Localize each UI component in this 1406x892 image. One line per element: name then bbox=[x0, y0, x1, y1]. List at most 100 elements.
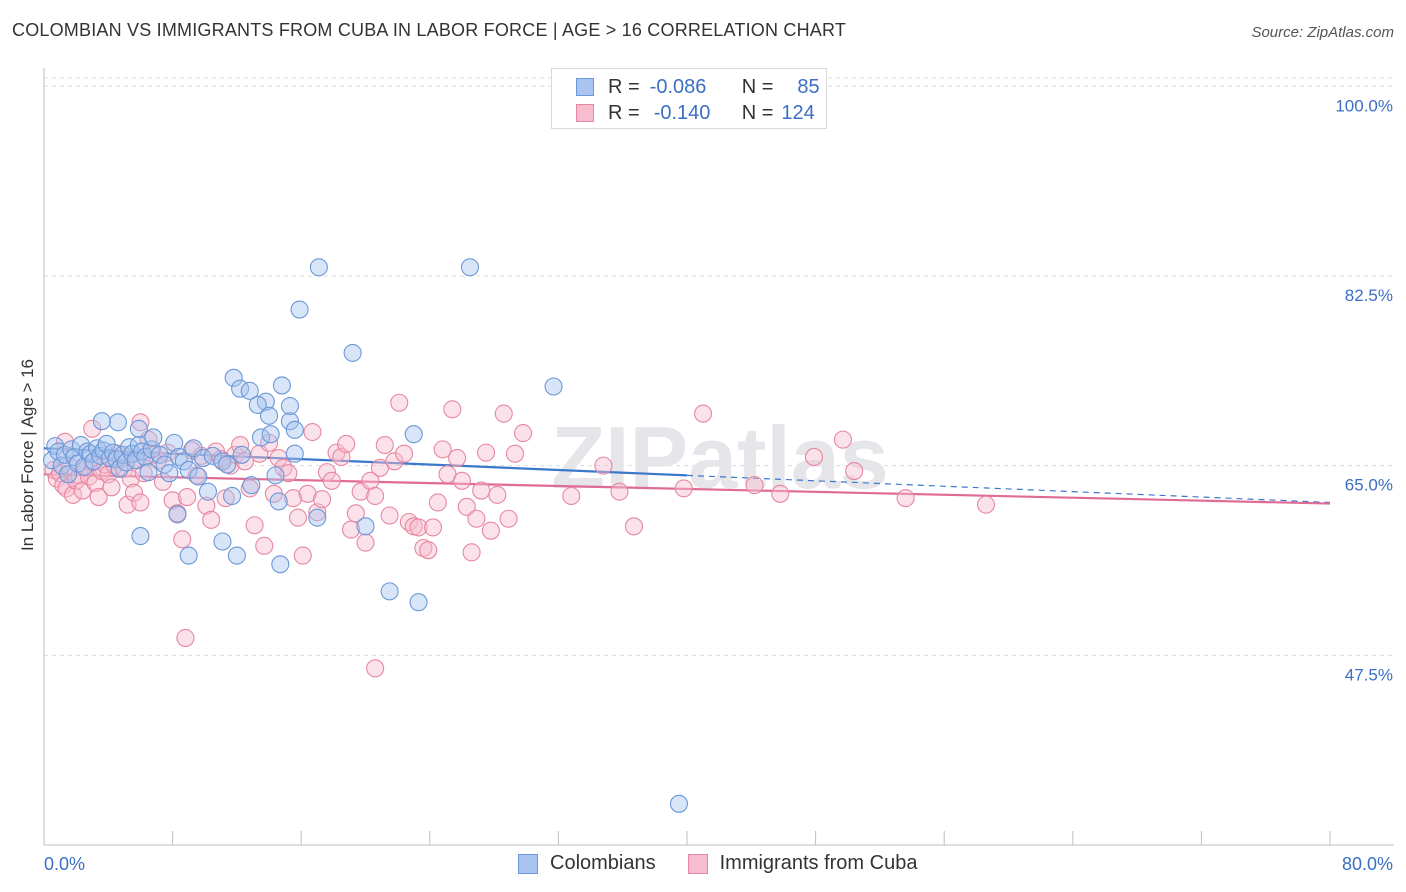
data-point-cuba bbox=[462, 543, 481, 562]
data-point-cuba bbox=[83, 419, 102, 438]
x-tick-label: 0.0% bbox=[44, 854, 85, 874]
data-point-colombian bbox=[240, 381, 259, 400]
data-point-cuba bbox=[428, 493, 447, 512]
legend-row-colombians: R = -0.086 N = 85 bbox=[576, 75, 820, 99]
data-point-cuba bbox=[240, 479, 259, 498]
data-point-cuba bbox=[594, 456, 613, 475]
legend-row-cuba: R = -0.140 N = 124 bbox=[576, 101, 815, 125]
data-point-cuba bbox=[390, 393, 409, 412]
tick-labels: 47.5% 65.0% 82.5% 100.0% 0.0% 80.0% bbox=[44, 96, 1393, 874]
data-point-colombian bbox=[203, 446, 222, 465]
legend-r-value: -0.086 bbox=[649, 75, 707, 98]
legend-n-label: N = bbox=[741, 101, 774, 124]
data-point-colombian bbox=[242, 476, 261, 495]
data-point-colombian bbox=[224, 368, 243, 387]
data-point-colombian bbox=[343, 343, 362, 362]
data-point-cuba bbox=[102, 478, 121, 497]
data-point-colombian bbox=[356, 517, 375, 536]
data-point-colombian bbox=[110, 459, 129, 478]
data-point-cuba bbox=[366, 659, 385, 678]
legend-r-value: -0.140 bbox=[653, 101, 711, 124]
data-point-cuba bbox=[173, 530, 192, 549]
data-point-cuba bbox=[356, 533, 375, 552]
y-tick-label: 47.5% bbox=[1345, 665, 1393, 684]
legend-n-value: 124 bbox=[781, 101, 815, 124]
data-point-colombian bbox=[460, 258, 480, 277]
data-point-colombian bbox=[232, 445, 251, 464]
data-point-cuba bbox=[488, 485, 507, 504]
data-point-colombian bbox=[155, 455, 174, 474]
data-point-colombian bbox=[213, 532, 232, 551]
data-point-colombian bbox=[174, 452, 193, 471]
data-point-colombian bbox=[139, 463, 158, 482]
data-point-cuba bbox=[443, 400, 462, 419]
data-point-cuba bbox=[303, 422, 322, 442]
data-point-colombian bbox=[108, 413, 127, 432]
data-point-cuba bbox=[317, 463, 336, 482]
data-point-colombian bbox=[213, 452, 232, 471]
data-point-colombian bbox=[544, 377, 563, 396]
data-point-cuba bbox=[395, 444, 414, 463]
data-point-cuba bbox=[481, 521, 500, 540]
data-point-cuba bbox=[131, 493, 150, 512]
data-point-cuba bbox=[197, 496, 216, 515]
data-point-colombian bbox=[92, 412, 111, 431]
data-point-colombian bbox=[259, 406, 279, 425]
data-point-colombian bbox=[280, 412, 299, 431]
data-point-cuba bbox=[771, 484, 790, 503]
data-point-cuba bbox=[448, 448, 467, 468]
data-point-colombian bbox=[248, 395, 267, 414]
data-point-cuba bbox=[313, 490, 332, 509]
data-point-colombian bbox=[285, 420, 304, 439]
data-point-cuba bbox=[245, 516, 264, 535]
data-point-colombian bbox=[271, 555, 290, 574]
y-tick-label: 100.0% bbox=[1335, 96, 1393, 115]
data-point-cuba bbox=[366, 486, 385, 506]
data-point-colombian bbox=[150, 445, 169, 464]
x-tick-label: 80.0% bbox=[1342, 854, 1393, 874]
data-point-colombian bbox=[266, 466, 285, 485]
data-point-colombian bbox=[272, 376, 291, 395]
data-point-cuba bbox=[284, 489, 303, 508]
data-point-colombian bbox=[227, 546, 246, 565]
data-point-cuba bbox=[131, 413, 150, 432]
data-point-cuba bbox=[562, 486, 581, 506]
legend-n-label: N = bbox=[741, 75, 774, 98]
data-point-cuba bbox=[176, 628, 195, 648]
data-point-cuba bbox=[409, 518, 428, 537]
data-point-colombian bbox=[131, 527, 150, 546]
trend-line-colombians-dashed bbox=[686, 474, 1331, 504]
data-point-cuba bbox=[467, 509, 486, 528]
data-point-cuba bbox=[513, 424, 533, 443]
data-point-cuba bbox=[178, 488, 197, 507]
data-point-cuba bbox=[896, 489, 915, 508]
trend-line-cuba bbox=[43, 473, 1331, 505]
data-point-cuba bbox=[745, 476, 764, 495]
data-point-colombian bbox=[144, 428, 163, 447]
data-point-cuba bbox=[694, 404, 713, 423]
data-point-colombian bbox=[184, 439, 203, 458]
chart-title: COLOMBIAN VS IMMIGRANTS FROM CUBA IN LAB… bbox=[12, 20, 847, 40]
data-point-cuba bbox=[976, 495, 996, 514]
data-point-colombian bbox=[179, 546, 198, 565]
data-point-cuba bbox=[375, 435, 394, 455]
data-point-cuba bbox=[255, 536, 274, 555]
data-point-cuba bbox=[346, 504, 365, 523]
data-point-colombian bbox=[218, 455, 237, 474]
data-point-cuba bbox=[419, 541, 438, 560]
data-point-cuba bbox=[433, 440, 452, 459]
data-point-cuba bbox=[457, 497, 476, 516]
data-point-cuba bbox=[380, 506, 399, 525]
data-point-cuba bbox=[494, 404, 513, 423]
data-point-colombian bbox=[165, 433, 184, 452]
correlation-legend: R = -0.086 N = 85 R = -0.140 N = 124 bbox=[551, 68, 827, 129]
data-point-cuba bbox=[477, 443, 496, 462]
data-point-colombian bbox=[251, 428, 271, 447]
legend-label-colombians: Colombians bbox=[550, 852, 656, 874]
data-point-colombian bbox=[309, 258, 328, 277]
data-point-cuba bbox=[341, 520, 361, 539]
data-point-colombian bbox=[669, 794, 689, 813]
data-point-cuba bbox=[89, 488, 108, 507]
gridlines bbox=[44, 77, 1394, 656]
data-point-cuba bbox=[322, 471, 341, 490]
